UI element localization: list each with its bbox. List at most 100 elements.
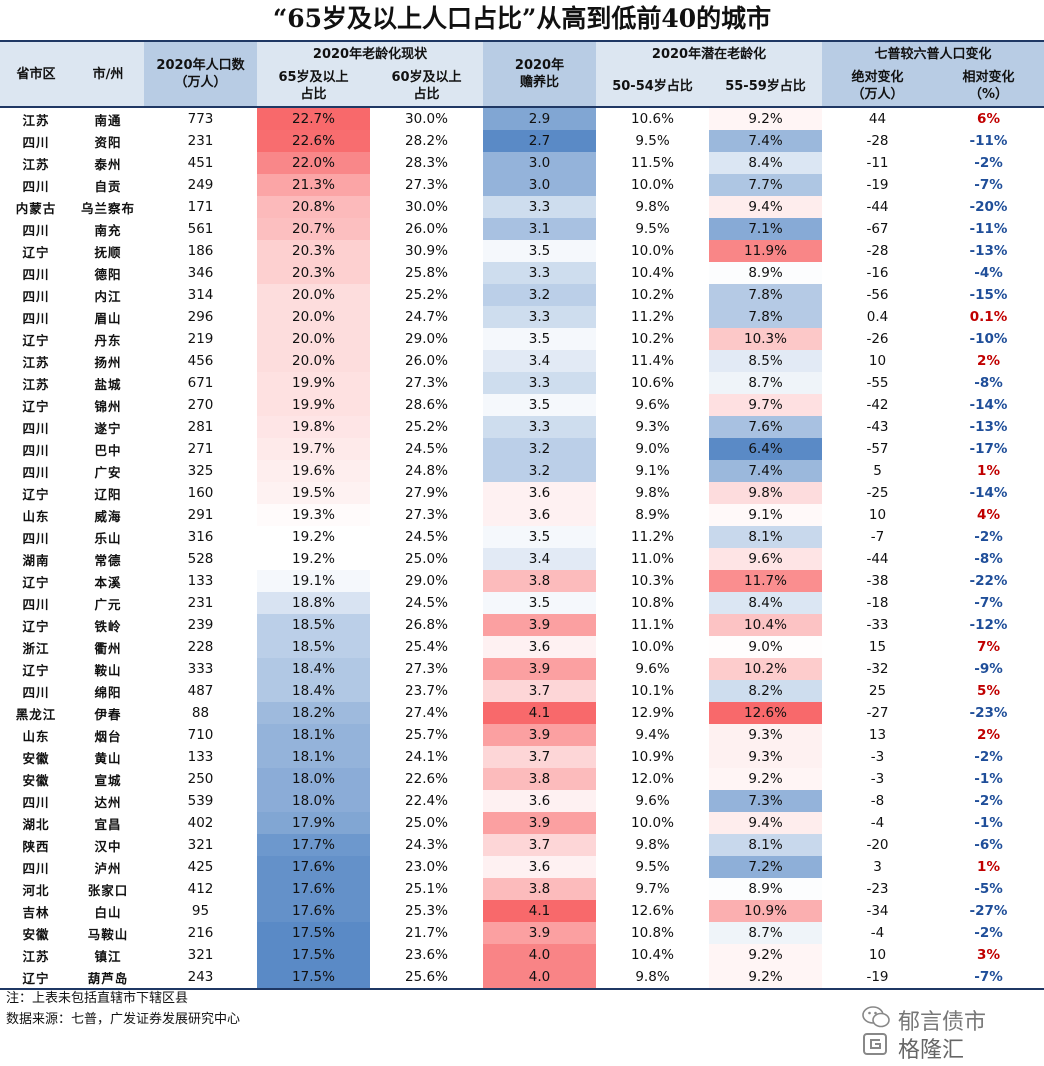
cell-age65: 17.6% [257,856,370,878]
cell-abs-change: -43 [866,419,889,435]
cell-dependency: 3.3 [483,416,596,438]
cell-age5054: 10.0% [631,815,674,831]
cell-city: 马鞍山 [87,926,129,942]
cell-province: 四川 [22,464,50,480]
cell-age5559: 10.2% [709,658,822,680]
header-abs-change: 绝对变化 （万人） [822,66,933,107]
cell-rel-change: -4% [974,265,1003,281]
cell-age65: 17.6% [257,878,370,900]
cell-abs-change: -16 [866,265,889,281]
cell-population: 160 [187,485,214,501]
cell-rel-change: -11% [969,133,1008,149]
cell-abs-change: -56 [866,287,889,303]
cell-abs-change: -28 [866,243,889,259]
cell-age65: 18.0% [257,768,370,790]
cell-age5559: 9.2% [709,107,822,130]
cell-rel-change: -14% [969,485,1008,501]
header-aging-group: 2020年老龄化现状 [257,41,483,66]
cell-city: 威海 [94,508,122,524]
cell-abs-change: -44 [866,199,889,215]
cell-province: 四川 [22,288,50,304]
table-row: 陕西 汉中 321 17.7% 24.3% 3.7 9.8% 8.1% -20 -6% [0,834,1044,856]
cell-age60: 24.5% [405,529,448,545]
cell-age60: 23.6% [405,947,448,963]
cell-abs-change: -26 [866,331,889,347]
cell-population: 271 [187,441,214,457]
cell-age5559: 8.1% [709,834,822,856]
cell-population: 346 [187,265,214,281]
cell-abs-change: -11 [866,155,889,171]
table-row: 辽宁 锦州 270 19.9% 28.6% 3.5 9.6% 9.7% -42 -14% [0,394,1044,416]
cell-age60: 30.9% [405,243,448,259]
cell-dependency: 3.2 [483,460,596,482]
cell-city: 宣城 [94,772,122,788]
cell-age65: 18.1% [257,746,370,768]
cell-age5054: 12.6% [631,903,674,919]
cell-population: 451 [187,155,214,171]
cell-age5054: 10.8% [631,925,674,941]
footnotes: 注：上表未包括直辖市下辖区县 数据来源：七普，广发证券发展研究中心 [6,988,240,1030]
cell-age5054: 10.0% [631,243,674,259]
cell-population: 133 [187,749,214,765]
cell-age60: 27.3% [405,375,448,391]
cell-abs-change: 3 [873,859,882,875]
cell-age5054: 9.1% [635,463,670,479]
cell-abs-change: -67 [866,221,889,237]
cell-age60: 29.0% [405,331,448,347]
cell-age60: 25.0% [405,815,448,831]
cell-dependency: 3.4 [483,548,596,570]
cell-age60: 23.7% [405,683,448,699]
cell-rel-change: -22% [969,573,1008,589]
cell-dependency: 3.5 [483,526,596,548]
cell-age60: 25.3% [405,903,448,919]
cell-age60: 28.6% [405,397,448,413]
cell-age5054: 9.5% [635,133,670,149]
cell-age5054: 10.0% [631,177,674,193]
cell-rel-change: -13% [969,243,1008,259]
table-row: 浙江 衢州 228 18.5% 25.4% 3.6 10.0% 9.0% 15 7% [0,636,1044,658]
cell-population: 456 [187,353,214,369]
cell-population: 291 [187,507,214,523]
note-source: 数据来源：七普，广发证券发展研究中心 [6,1012,241,1027]
cell-age65: 20.7% [257,218,370,240]
cell-age65: 19.3% [257,504,370,526]
cell-dependency: 3.7 [483,746,596,768]
cell-dependency: 3.3 [483,306,596,328]
cell-age60: 22.4% [405,793,448,809]
cell-population: 321 [187,947,214,963]
table-row: 河北 张家口 412 17.6% 25.1% 3.8 9.7% 8.9% -23 -5% [0,878,1044,900]
cell-dependency: 3.3 [483,372,596,394]
cell-rel-change: -2% [974,749,1003,765]
cell-population: 321 [187,837,214,853]
cell-population: 325 [187,463,214,479]
table-row: 安徽 马鞍山 216 17.5% 21.7% 3.9 10.8% 8.7% -4 -2% [0,922,1044,944]
table-row: 湖南 常德 528 19.2% 25.0% 3.4 11.0% 9.6% -44 -8% [0,548,1044,570]
cell-city: 常德 [94,552,122,568]
cell-rel-change: -2% [974,155,1003,171]
cell-rel-change: -7% [933,966,1044,990]
header-potential-group: 2020年潜在老龄化 [596,41,822,66]
cell-age5054: 9.7% [635,881,670,897]
g-logo-icon [863,1033,887,1055]
cell-age5054: 10.9% [631,749,674,765]
table-row: 四川 泸州 425 17.6% 23.0% 3.6 9.5% 7.2% 3 1% [0,856,1044,878]
cell-population: 296 [187,309,214,325]
cell-age5559: 7.1% [709,218,822,240]
cell-dependency: 3.0 [483,152,596,174]
cell-age60: 26.0% [405,353,448,369]
cell-population: 561 [187,221,214,237]
cell-abs-change: 44 [868,111,887,127]
cell-population: 231 [187,133,214,149]
cell-population: 216 [187,925,214,941]
cell-age60: 25.1% [405,881,448,897]
cell-population: 250 [187,771,214,787]
cell-population: 425 [187,859,214,875]
cell-province: 四川 [22,266,50,282]
cell-province: 辽宁 [22,398,50,414]
cell-age60: 25.6% [370,966,483,990]
cell-age5054: 9.8% [596,966,709,990]
cell-city: 自贡 [94,178,122,194]
table-row: 内蒙古 乌兰察布 171 20.8% 30.0% 3.3 9.8% 9.4% -44 -20% [0,196,1044,218]
cell-dependency: 3.6 [483,856,596,878]
cell-dependency: 3.5 [483,240,596,262]
